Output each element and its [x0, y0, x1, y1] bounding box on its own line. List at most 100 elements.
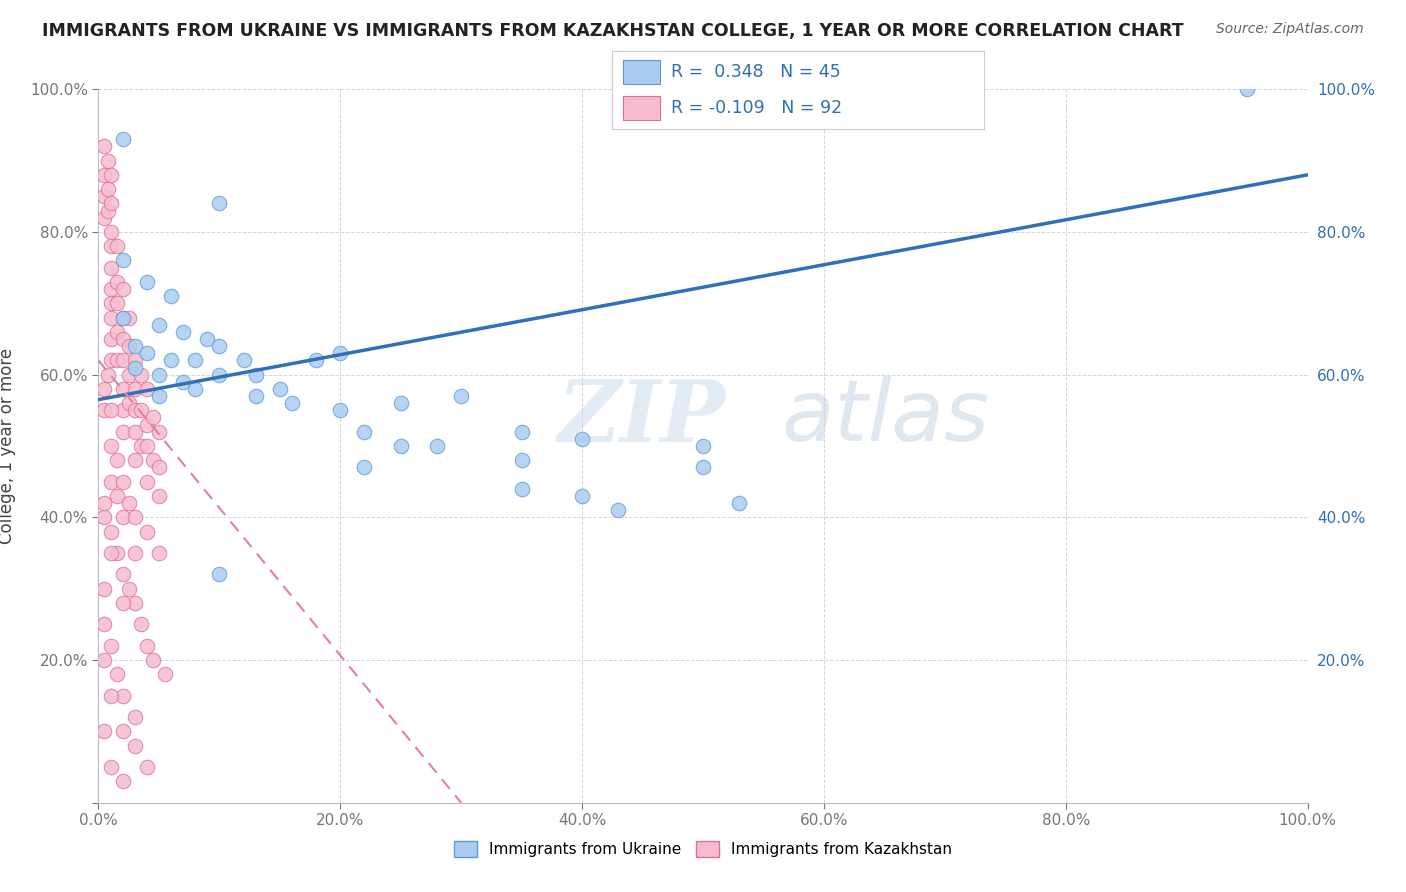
Point	[160, 289, 183, 303]
Point	[353, 460, 375, 475]
Point	[100, 353, 122, 368]
Point	[135, 346, 157, 360]
Point	[100, 260, 122, 275]
Point	[111, 132, 134, 146]
Point	[245, 368, 267, 382]
Point	[124, 739, 146, 753]
Point	[118, 368, 141, 382]
Point	[105, 453, 128, 467]
Point	[100, 403, 122, 417]
Point	[129, 368, 152, 382]
Point	[111, 310, 134, 325]
Point	[111, 332, 134, 346]
Point	[100, 196, 122, 211]
Point	[172, 375, 194, 389]
Point	[105, 546, 128, 560]
Point	[111, 425, 134, 439]
Point	[105, 296, 128, 310]
Point	[100, 524, 122, 539]
Point	[269, 382, 291, 396]
Point	[105, 353, 128, 368]
Point	[111, 689, 134, 703]
Point	[93, 189, 115, 203]
Point	[97, 182, 120, 196]
Point	[129, 403, 152, 417]
Point	[172, 325, 194, 339]
Point	[100, 282, 122, 296]
Legend: Immigrants from Ukraine, Immigrants from Kazakhstan: Immigrants from Ukraine, Immigrants from…	[447, 835, 959, 863]
Text: ZIP: ZIP	[558, 376, 725, 459]
Point	[100, 439, 122, 453]
Point	[100, 296, 122, 310]
Y-axis label: College, 1 year or more: College, 1 year or more	[0, 348, 15, 544]
Point	[118, 396, 141, 410]
Point	[426, 439, 449, 453]
Point	[100, 760, 122, 774]
Point	[118, 582, 141, 596]
Point	[208, 567, 231, 582]
Point	[329, 346, 352, 360]
Point	[353, 425, 375, 439]
Point	[100, 310, 122, 325]
Point	[510, 453, 533, 467]
Point	[111, 403, 134, 417]
Point	[111, 567, 134, 582]
Point	[148, 368, 170, 382]
Point	[135, 475, 157, 489]
Point	[100, 475, 122, 489]
Point	[124, 510, 146, 524]
Point	[111, 774, 134, 789]
Point	[281, 396, 304, 410]
Text: R =  0.348   N = 45: R = 0.348 N = 45	[671, 63, 841, 81]
Point	[111, 475, 134, 489]
Point	[111, 353, 134, 368]
Point	[142, 453, 165, 467]
Point	[118, 310, 141, 325]
Point	[208, 339, 231, 353]
Point	[135, 524, 157, 539]
Point	[100, 639, 122, 653]
Text: Source: ZipAtlas.com: Source: ZipAtlas.com	[1216, 22, 1364, 37]
Point	[728, 496, 751, 510]
Point	[97, 153, 120, 168]
Point	[118, 339, 141, 353]
Point	[245, 389, 267, 403]
Point	[97, 368, 120, 382]
Point	[195, 332, 218, 346]
Point	[100, 689, 122, 703]
Point	[100, 168, 122, 182]
FancyBboxPatch shape	[623, 96, 659, 120]
Point	[105, 667, 128, 681]
Point	[93, 617, 115, 632]
Point	[142, 653, 165, 667]
Text: IMMIGRANTS FROM UKRAINE VS IMMIGRANTS FROM KAZAKHSTAN COLLEGE, 1 YEAR OR MORE CO: IMMIGRANTS FROM UKRAINE VS IMMIGRANTS FR…	[42, 22, 1184, 40]
Point	[100, 225, 122, 239]
Point	[93, 510, 115, 524]
Point	[692, 460, 714, 475]
Point	[100, 332, 122, 346]
FancyBboxPatch shape	[623, 61, 659, 84]
Point	[232, 353, 254, 368]
Point	[135, 639, 157, 653]
Point	[105, 489, 128, 503]
Point	[129, 439, 152, 453]
Point	[135, 275, 157, 289]
Point	[153, 667, 176, 681]
Text: atlas: atlas	[782, 376, 990, 459]
Point	[160, 353, 183, 368]
Point	[1236, 82, 1258, 96]
Point	[111, 310, 134, 325]
Point	[148, 489, 170, 503]
Point	[111, 724, 134, 739]
Point	[184, 382, 207, 396]
Point	[148, 425, 170, 439]
Point	[124, 425, 146, 439]
Point	[135, 760, 157, 774]
Point	[93, 211, 115, 225]
Point	[124, 339, 146, 353]
Point	[111, 282, 134, 296]
Point	[124, 403, 146, 417]
Point	[124, 596, 146, 610]
Point	[124, 382, 146, 396]
Point	[148, 318, 170, 332]
